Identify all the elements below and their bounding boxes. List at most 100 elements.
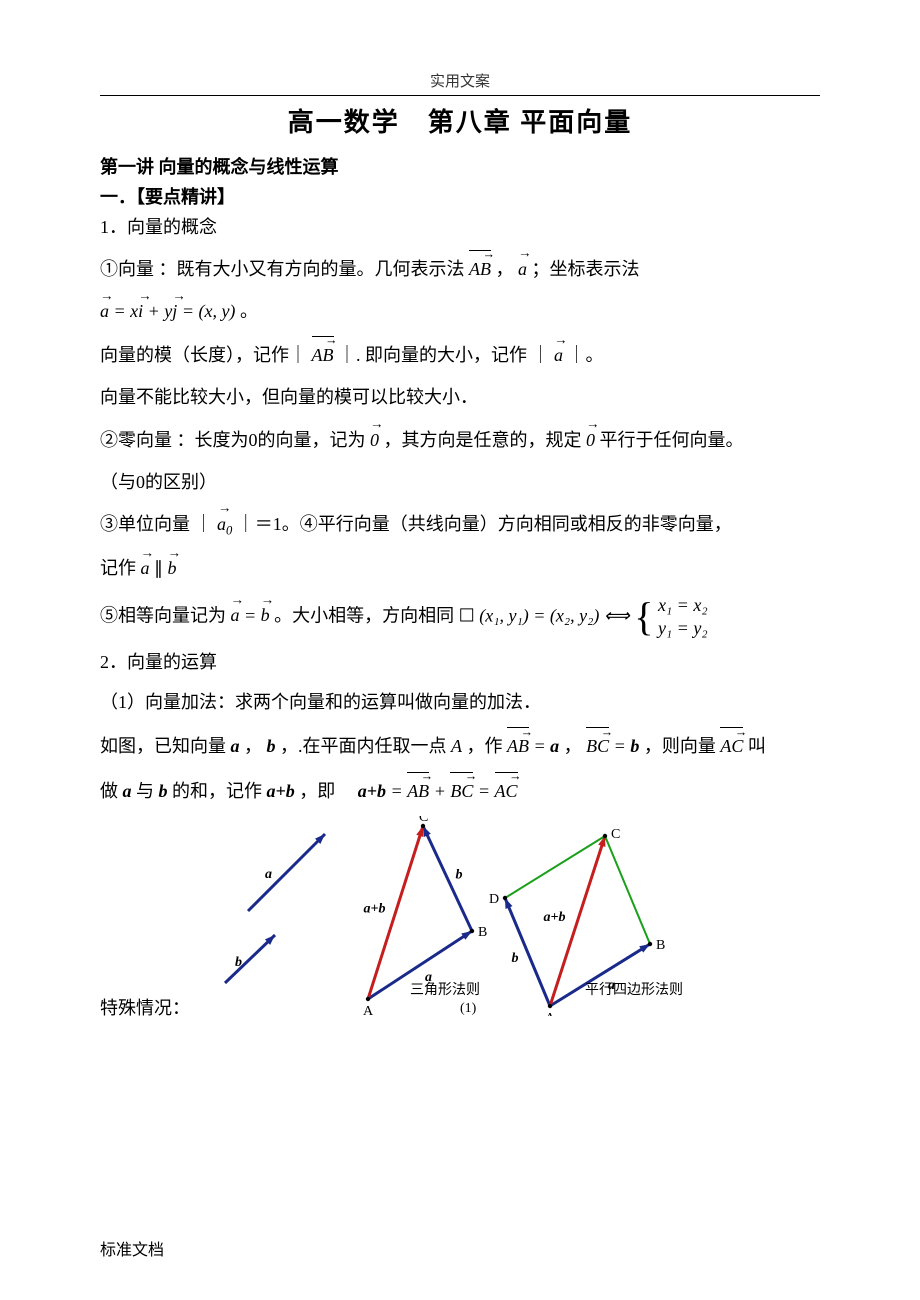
document-page: 实用文案 高一数学 第八章 平面向量 第一讲 向量的概念与线性运算 一．【要点精…	[0, 0, 920, 1300]
vec-AB2: AB	[312, 336, 334, 372]
vec-a3: a	[554, 338, 563, 372]
brace: { x₁ = x₂ y₁ = y₂	[634, 594, 707, 641]
svg-text:B: B	[478, 925, 487, 940]
page-header: 实用文案	[100, 70, 820, 96]
svg-text:b: b	[456, 867, 463, 882]
text-b: ，	[496, 259, 514, 279]
mod-c: ｜。	[568, 345, 604, 365]
unit-b: ｜＝1。④平行向量（共线向量）方向相同或相反的非零向量，	[237, 514, 732, 534]
bold-b2: b	[630, 736, 639, 756]
ex2-b: 与	[136, 781, 154, 801]
svg-text:C: C	[419, 816, 428, 825]
bold-b3: b	[159, 781, 168, 801]
formula-text: = xi + yj = (x, y)	[114, 301, 236, 321]
text-c: ；坐标表示法	[532, 259, 640, 279]
svg-text:三角形法则: 三角形法则	[410, 982, 480, 998]
ex2-c: 的和，记作	[172, 781, 262, 801]
seg-AC: AC	[720, 727, 743, 763]
brace-row2: y₁ = y₂	[658, 618, 708, 638]
vec-a0: a0	[217, 507, 232, 544]
iff: ⟺	[604, 605, 634, 625]
svg-text:B: B	[656, 938, 665, 953]
zero-c: 平行于任何向量。	[600, 430, 744, 450]
vec-a4: a	[141, 551, 150, 585]
par-a: 记作	[100, 558, 136, 578]
seg-AB: AB	[507, 727, 529, 763]
eq-b: 。大小相等，方向相同 ☐	[274, 605, 475, 625]
svg-text:a+b: a+b	[364, 901, 386, 916]
mod-a: 向量的模（长度），记作｜	[100, 345, 307, 365]
example-line2: 做 a 与 b 的和，记作 a+b ，即 a+b = AB + BC = AC	[100, 772, 820, 808]
para-unit: ③单位向量 ｜ a0 ｜＝1。④平行向量（共线向量）方向相同或相反的非零向量，	[100, 507, 820, 544]
ex-b: ，	[244, 736, 262, 756]
brace-row1: x₁ = x₂	[658, 595, 708, 615]
pt-A: A	[451, 736, 462, 756]
eq-a: ⑤相等向量记为	[100, 605, 226, 625]
para-parallel: 记作 a ∥ b	[100, 551, 820, 585]
ex2-f: =	[478, 781, 495, 801]
ex-c: ，.在平面内任取一点	[280, 736, 447, 756]
para-vector-def: ①向量 ：既有大小又有方向的量。几何表示法 AB ， a ；坐标表示法	[100, 250, 820, 286]
par-b: ∥	[154, 558, 163, 578]
example-line1: 如图，已知向量 a ， b ，.在平面内任取一点 A ，作 AB = a ， B…	[100, 727, 820, 763]
bold-ab: a+b	[267, 781, 295, 801]
bold-a: a	[231, 736, 240, 756]
page-title: 高一数学 第八章 平面向量	[100, 102, 820, 139]
ex2-plus: +	[434, 781, 451, 801]
para-compare: 向量不能比较大小，但向量的模可以比较大小．	[100, 380, 820, 414]
bold-a2: a	[550, 736, 559, 756]
ex-d: ，作	[467, 736, 503, 756]
svg-text:b: b	[512, 951, 519, 966]
ex2-e: =	[391, 781, 408, 801]
para-zero: ②零向量 ：长度为0的向量，记为 0 ，其方向是任意的，规定 0 平行于任何向量…	[100, 423, 820, 457]
section-one: 一．【要点精讲】	[100, 183, 820, 209]
svg-text:C: C	[611, 827, 620, 842]
svg-text:D: D	[489, 892, 499, 907]
vec-0: 0	[370, 423, 379, 457]
seg-BC2: BC	[450, 772, 473, 808]
para-equal: ⑤相等向量记为 a = b 。大小相等，方向相同 ☐ (x₁, y₁) = (x…	[100, 594, 820, 641]
para-mod: 向量的模（长度），记作｜ AB ｜. 即向量的大小，记作 ｜ a ｜。	[100, 336, 820, 372]
ex-a: 如图，已知向量	[100, 736, 226, 756]
formula-after: 。	[240, 301, 258, 321]
vec-a5: a	[231, 598, 240, 632]
ex2-d: ，即	[299, 781, 353, 801]
vec-b2: b	[261, 598, 270, 632]
formula-coord: a = xi + yj = (x, y) 。	[100, 294, 820, 328]
svg-text:a: a	[265, 867, 272, 882]
svg-text:A: A	[363, 1004, 374, 1016]
ex-i: 叫	[748, 736, 766, 756]
vec-AB: AB	[469, 250, 491, 286]
ex-e: =	[534, 736, 551, 756]
seg-BC: BC	[586, 727, 609, 763]
coord-eq: (x₁, y₁) = (x₂, y₂)	[479, 605, 599, 625]
vec-0b: 0	[586, 423, 595, 457]
zero-a: ②零向量 ：长度为0的向量，记为	[100, 430, 366, 450]
diagram-row: abABCaba+b三角形法则(1)ABCDaba+b平行四边形法则	[100, 816, 820, 1016]
svg-text:b: b	[235, 955, 242, 970]
bold-b: b	[267, 736, 276, 756]
ex-g: =	[614, 736, 631, 756]
svg-text:(1): (1)	[460, 1001, 477, 1016]
zero-b: ，其方向是任意的，规定	[384, 430, 582, 450]
ex2-a: 做	[100, 781, 118, 801]
ops-heading: 2．向量的运算	[100, 648, 820, 677]
ex-h: ，则向量	[644, 736, 716, 756]
unit-a: ③单位向量 ｜	[100, 514, 213, 534]
seg-AB2: AB	[407, 772, 429, 808]
text-a: ①向量 ：既有大小又有方向的量。几何表示法	[100, 259, 465, 279]
ex-f: ，	[564, 736, 582, 756]
vec-b: b	[168, 551, 177, 585]
lecture-title: 第一讲 向量的概念与线性运算	[100, 153, 820, 179]
svg-text:a+b: a+b	[544, 910, 566, 925]
para-zero-note: （与0的区别）	[100, 465, 820, 499]
vector-diagrams: abABCaba+b三角形法则(1)ABCDaba+b平行四边形法则	[100, 816, 720, 1016]
svg-text:A: A	[545, 1011, 556, 1016]
bold-a3: a	[123, 781, 132, 801]
seg-AC2: AC	[495, 772, 518, 808]
eq-sign: =	[244, 605, 261, 625]
mod-b: ｜. 即向量的大小，记作 ｜	[338, 345, 550, 365]
ops-add: （1）向量加法：求两个向量和的运算叫做向量的加法．	[100, 685, 820, 719]
vec-a2: a	[100, 294, 109, 328]
svg-text:平行四边形法则: 平行四边形法则	[585, 982, 683, 998]
